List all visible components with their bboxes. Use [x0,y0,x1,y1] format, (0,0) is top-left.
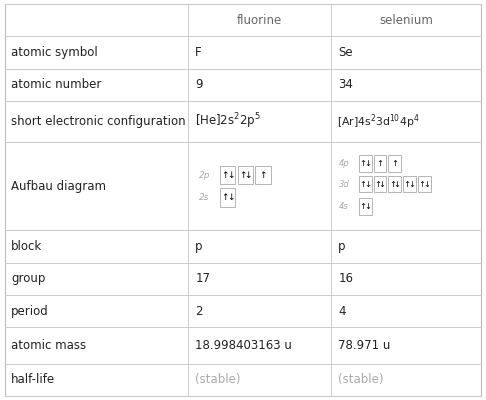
Bar [388,155,401,172]
Text: atomic mass: atomic mass [11,339,86,352]
Text: ↑: ↑ [259,170,267,180]
Text: ↑: ↑ [359,180,366,188]
Text: F: F [195,46,202,59]
Text: $\mathregular{[He]2s^{2}2p^{5}}$: $\mathregular{[He]2s^{2}2p^{5}}$ [195,112,261,131]
Text: ↑: ↑ [221,193,229,202]
Text: ↓: ↓ [394,180,400,188]
Bar [374,155,386,172]
Text: atomic symbol: atomic symbol [11,46,98,59]
Text: ↑: ↑ [391,159,398,168]
Text: period: period [11,305,49,318]
Bar [374,176,386,192]
Text: ↑: ↑ [377,159,383,168]
Bar [359,198,372,215]
Text: 17: 17 [195,272,210,285]
Text: ↑: ↑ [389,180,396,188]
Text: group: group [11,272,45,285]
Bar [418,176,431,192]
Text: block: block [11,240,42,253]
Text: (stable): (stable) [195,373,241,386]
Bar [220,188,235,207]
Text: ↑: ↑ [239,170,246,180]
Text: ↑: ↑ [374,180,381,188]
Text: ↑: ↑ [359,159,366,168]
Bar [403,176,416,192]
Text: ↓: ↓ [364,202,371,211]
Text: 4p: 4p [339,159,349,168]
Bar [238,166,253,184]
Text: ↑: ↑ [359,202,366,211]
Text: ↓: ↓ [364,159,371,168]
Text: (stable): (stable) [338,373,384,386]
Text: 2p: 2p [199,170,210,180]
Text: 9: 9 [195,78,203,91]
Text: ↓: ↓ [379,180,386,188]
Text: 34: 34 [338,78,353,91]
Text: atomic number: atomic number [11,78,102,91]
Text: ↑: ↑ [221,170,229,180]
Text: ↓: ↓ [244,170,252,180]
Bar [220,166,235,184]
Text: Aufbau diagram: Aufbau diagram [11,180,106,192]
Text: 2: 2 [195,305,203,318]
Text: 4s: 4s [339,202,348,211]
Text: 16: 16 [338,272,353,285]
Text: ↑: ↑ [404,180,411,188]
Text: p: p [195,240,203,253]
Text: 18.998403163 u: 18.998403163 u [195,339,292,352]
Text: $\mathregular{[Ar]4s^{2}3d^{10}4p^{4}}$: $\mathregular{[Ar]4s^{2}3d^{10}4p^{4}}$ [337,112,420,131]
Text: half-life: half-life [11,373,55,386]
Text: p: p [338,240,346,253]
Text: ↓: ↓ [227,193,234,202]
Text: 2s: 2s [199,193,209,202]
Bar [388,176,401,192]
Text: 78.971 u: 78.971 u [338,339,391,352]
Text: ↑: ↑ [418,180,425,188]
Text: 4: 4 [338,305,346,318]
Text: Se: Se [338,46,353,59]
Text: ↓: ↓ [227,170,234,180]
Bar [359,155,372,172]
Text: ↓: ↓ [423,180,430,188]
Bar [255,166,271,184]
Text: short electronic configuration: short electronic configuration [11,115,186,128]
Text: ↓: ↓ [364,180,371,188]
Bar [359,176,372,192]
Text: fluorine: fluorine [237,14,282,27]
Text: selenium: selenium [379,14,433,27]
Text: ↓: ↓ [408,180,415,188]
Text: 3d: 3d [339,180,349,188]
